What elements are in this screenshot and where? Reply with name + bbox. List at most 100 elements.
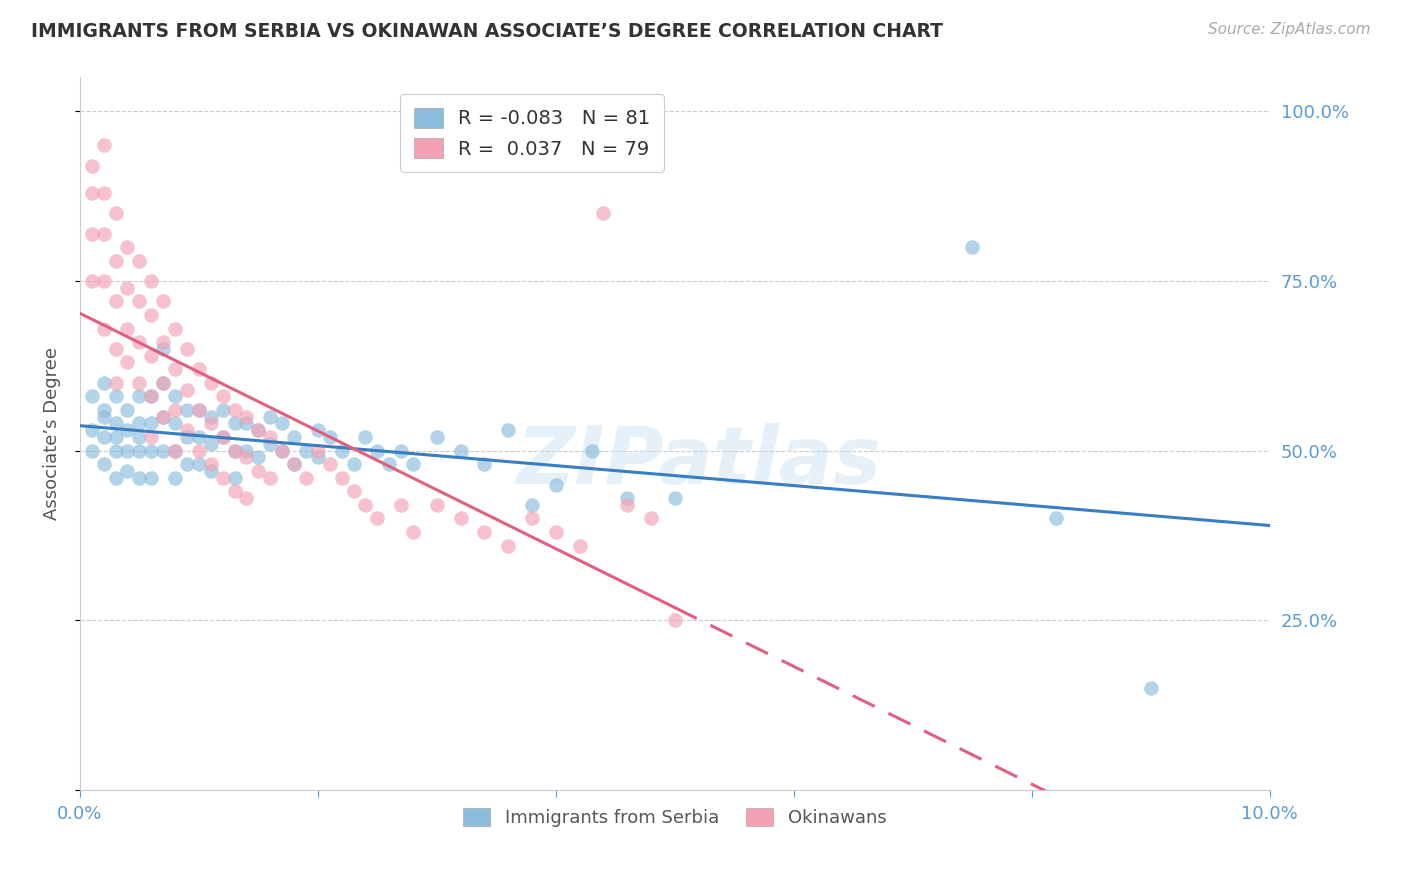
Point [295, 443, 318, 458]
Point [426, 430, 449, 444]
Point [378, 457, 401, 471]
Point [271, 443, 294, 458]
Point [283, 457, 305, 471]
Point [176, 383, 198, 397]
Point [224, 471, 246, 485]
Point [259, 437, 281, 451]
Point [354, 498, 377, 512]
Point [283, 430, 305, 444]
Point [496, 539, 519, 553]
Point [104, 253, 127, 268]
Point [141, 349, 163, 363]
Text: IMMIGRANTS FROM SERBIA VS OKINAWAN ASSOCIATE’S DEGREE CORRELATION CHART: IMMIGRANTS FROM SERBIA VS OKINAWAN ASSOC… [31, 22, 943, 41]
Point [152, 376, 174, 390]
Point [389, 443, 412, 458]
Point [426, 498, 449, 512]
Point [259, 471, 281, 485]
Point [80, 423, 103, 437]
Point [295, 471, 318, 485]
Point [104, 430, 127, 444]
Point [354, 430, 377, 444]
Point [104, 294, 127, 309]
Point [450, 443, 472, 458]
Point [235, 450, 257, 465]
Point [176, 430, 198, 444]
Point [544, 477, 567, 491]
Point [104, 342, 127, 356]
Point [224, 417, 246, 431]
Point [200, 417, 222, 431]
Point [319, 457, 342, 471]
Point [247, 464, 270, 478]
Point [128, 471, 150, 485]
Point [247, 423, 270, 437]
Point [962, 240, 984, 254]
Point [152, 342, 174, 356]
Point [128, 294, 150, 309]
Point [117, 355, 139, 369]
Point [187, 403, 209, 417]
Point [165, 389, 187, 403]
Point [389, 498, 412, 512]
Point [187, 457, 209, 471]
Point [152, 334, 174, 349]
Point [80, 274, 103, 288]
Point [271, 443, 294, 458]
Point [187, 403, 209, 417]
Point [152, 409, 174, 424]
Point [568, 539, 591, 553]
Point [141, 308, 163, 322]
Point [117, 321, 139, 335]
Point [474, 457, 496, 471]
Point [93, 138, 115, 153]
Point [366, 443, 388, 458]
Point [128, 430, 150, 444]
Point [165, 417, 187, 431]
Point [93, 409, 115, 424]
Point [176, 457, 198, 471]
Point [342, 484, 364, 499]
Point [176, 342, 198, 356]
Point [520, 511, 543, 525]
Point [165, 321, 187, 335]
Point [128, 389, 150, 403]
Point [117, 464, 139, 478]
Point [187, 430, 209, 444]
Point [80, 227, 103, 241]
Point [496, 423, 519, 437]
Point [187, 443, 209, 458]
Point [211, 430, 233, 444]
Point [224, 484, 246, 499]
Point [402, 457, 425, 471]
Point [342, 457, 364, 471]
Point [80, 159, 103, 173]
Y-axis label: Associate’s Degree: Associate’s Degree [44, 347, 60, 520]
Legend: Immigrants from Serbia, Okinawans: Immigrants from Serbia, Okinawans [456, 800, 894, 834]
Point [141, 417, 163, 431]
Point [402, 524, 425, 539]
Point [224, 403, 246, 417]
Point [307, 423, 329, 437]
Point [581, 443, 603, 458]
Point [165, 362, 187, 376]
Point [117, 240, 139, 254]
Point [165, 471, 187, 485]
Point [640, 511, 662, 525]
Point [224, 443, 246, 458]
Point [211, 389, 233, 403]
Point [93, 376, 115, 390]
Point [152, 294, 174, 309]
Point [616, 491, 638, 505]
Point [259, 409, 281, 424]
Point [211, 471, 233, 485]
Point [128, 334, 150, 349]
Point [235, 443, 257, 458]
Point [117, 281, 139, 295]
Point [80, 443, 103, 458]
Point [520, 498, 543, 512]
Point [93, 457, 115, 471]
Point [152, 409, 174, 424]
Point [104, 471, 127, 485]
Point [165, 443, 187, 458]
Point [176, 423, 198, 437]
